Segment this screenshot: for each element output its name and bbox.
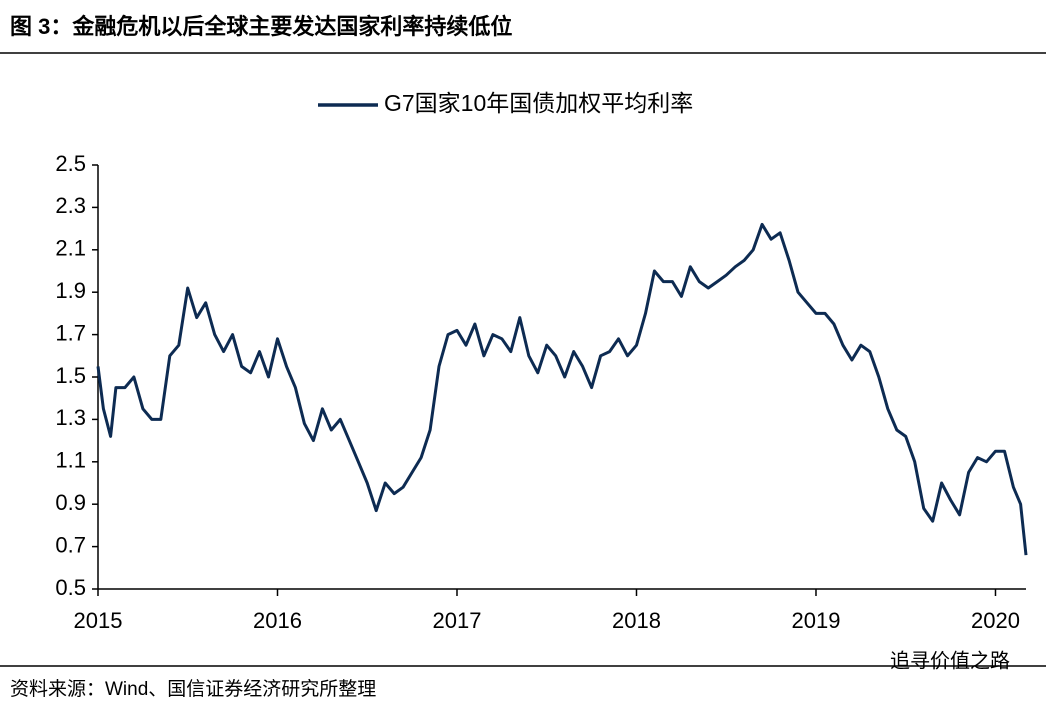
y-tick-label: 1.7: [55, 320, 86, 345]
x-tick-label: 2017: [433, 608, 482, 633]
x-tick-label: 2018: [612, 608, 661, 633]
y-tick-label: 0.9: [55, 490, 86, 515]
series-line: [96, 222, 1028, 556]
x-tick-label: 2016: [253, 608, 302, 633]
chart-title: 图 3：金融危机以后全球主要发达国家利率持续低位: [10, 14, 512, 39]
source-note: 资料来源：Wind、国信证券经济研究所整理: [10, 678, 376, 700]
y-tick-label: 0.5: [55, 575, 86, 600]
y-tick-label: 2.3: [55, 193, 86, 218]
x-tick-label: 2020: [971, 608, 1020, 633]
y-tick-label: 1.1: [55, 448, 86, 473]
y-tick-label: 1.9: [55, 278, 86, 303]
y-tick-label: 0.7: [55, 532, 86, 557]
y-tick-label: 2.5: [55, 151, 86, 176]
y-tick-label: 1.3: [55, 405, 86, 430]
x-tick-label: 2015: [74, 608, 123, 633]
x-tick-label: 2019: [792, 608, 841, 633]
y-tick-label: 1.5: [55, 363, 86, 388]
y-tick-label: 2.1: [55, 236, 86, 261]
watermark: 追寻价值之路: [890, 649, 1010, 672]
legend-label: G7国家10年国债加权平均利率: [384, 90, 693, 116]
